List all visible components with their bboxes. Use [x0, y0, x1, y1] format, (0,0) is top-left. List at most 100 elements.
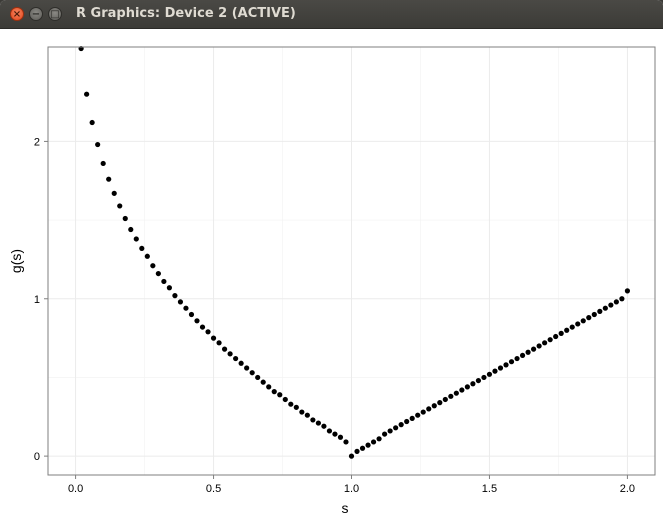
data-point	[519, 352, 526, 359]
data-point	[558, 330, 564, 336]
y-tick-label: 1	[34, 294, 40, 306]
data-point	[404, 418, 410, 425]
data-point	[553, 333, 559, 340]
data-point	[420, 409, 426, 415]
data-point	[337, 434, 344, 440]
x-tick-label: 1.0	[344, 483, 359, 495]
data-point	[177, 299, 184, 305]
data-point	[260, 379, 266, 385]
data-point	[387, 428, 393, 434]
maximize-window-button[interactable]: □	[48, 7, 62, 21]
data-point	[398, 422, 404, 428]
data-point	[100, 160, 106, 167]
data-point	[271, 389, 277, 395]
data-point	[255, 374, 261, 381]
data-point	[277, 392, 283, 398]
x-tick-label: 0.5	[206, 483, 221, 495]
x-axis-ticks: 0.0 0.5 1.0 1.5 2.0	[68, 475, 635, 495]
data-point	[321, 423, 327, 429]
data-point	[591, 311, 597, 318]
data-point	[431, 403, 437, 409]
data-point	[233, 355, 239, 362]
data-point	[128, 226, 134, 233]
data-point	[166, 285, 172, 291]
close-window-button[interactable]: ×	[10, 7, 24, 21]
major-gridlines	[48, 47, 655, 475]
x-axis-title: s	[342, 500, 349, 516]
data-point	[84, 91, 90, 97]
data-point	[503, 362, 509, 368]
data-point	[111, 190, 117, 196]
data-point	[354, 448, 360, 454]
data-point	[475, 377, 482, 384]
data-point	[205, 329, 211, 335]
y-axis-ticks: 0 1 2	[34, 136, 48, 463]
x-tick-label: 2.0	[620, 483, 635, 495]
data-point	[536, 343, 542, 349]
data-point	[448, 393, 454, 399]
data-point	[624, 288, 631, 294]
data-point	[569, 324, 575, 330]
data-point	[464, 384, 470, 390]
data-point	[486, 371, 493, 377]
data-point	[442, 396, 448, 403]
scatter-plot: 0.0 0.5 1.0 1.5 2.0 0 1 2 s g(s)	[8, 45, 656, 516]
data-point	[586, 315, 592, 321]
data-point	[150, 263, 156, 269]
data-point	[89, 119, 95, 126]
data-point	[514, 355, 520, 362]
data-point	[348, 453, 355, 459]
minimize-window-button[interactable]: −	[29, 7, 43, 21]
y-axis-title: g(s)	[8, 249, 24, 273]
data-point	[602, 305, 608, 311]
data-point	[183, 305, 189, 311]
data-point	[227, 351, 233, 357]
data-point	[508, 359, 515, 365]
data-point	[497, 365, 504, 371]
data-point	[393, 425, 399, 431]
data-point	[531, 346, 537, 352]
plot-canvas: 0.0 0.5 1.0 1.5 2.0 0 1 2 s g(s)	[1, 29, 662, 526]
data-point	[139, 245, 145, 252]
data-point	[459, 387, 465, 393]
data-point	[437, 400, 443, 406]
x-tick-label: 0.0	[68, 483, 83, 495]
data-point	[95, 141, 101, 148]
data-point	[542, 340, 548, 346]
data-point	[547, 337, 553, 343]
title-bar[interactable]: × − □ R Graphics: Device 2 (ACTIVE)	[0, 0, 663, 29]
data-point	[580, 318, 586, 324]
data-point	[426, 406, 432, 412]
x-tick-label: 1.5	[482, 483, 497, 495]
data-point	[332, 431, 338, 437]
data-point	[282, 396, 288, 403]
data-point	[370, 439, 377, 445]
data-point	[299, 409, 305, 415]
data-point	[216, 340, 222, 346]
data-point	[304, 412, 310, 418]
data-point	[415, 412, 421, 418]
data-points	[78, 45, 631, 459]
data-point	[194, 318, 200, 324]
data-point	[382, 431, 388, 437]
data-point	[106, 176, 112, 182]
data-point	[470, 381, 476, 387]
data-point	[199, 324, 206, 330]
data-point	[249, 370, 255, 376]
data-point	[221, 346, 228, 352]
data-point	[161, 278, 167, 285]
y-tick-label: 2	[34, 136, 40, 148]
data-point	[575, 321, 581, 327]
data-point	[288, 401, 294, 407]
data-point	[453, 390, 459, 396]
data-point	[376, 436, 382, 442]
data-point	[492, 368, 498, 374]
data-point	[266, 384, 272, 390]
data-point	[293, 404, 299, 410]
data-point	[315, 420, 321, 426]
data-point	[133, 236, 139, 242]
data-point	[597, 308, 603, 314]
data-point	[117, 203, 123, 209]
data-point	[244, 365, 250, 371]
